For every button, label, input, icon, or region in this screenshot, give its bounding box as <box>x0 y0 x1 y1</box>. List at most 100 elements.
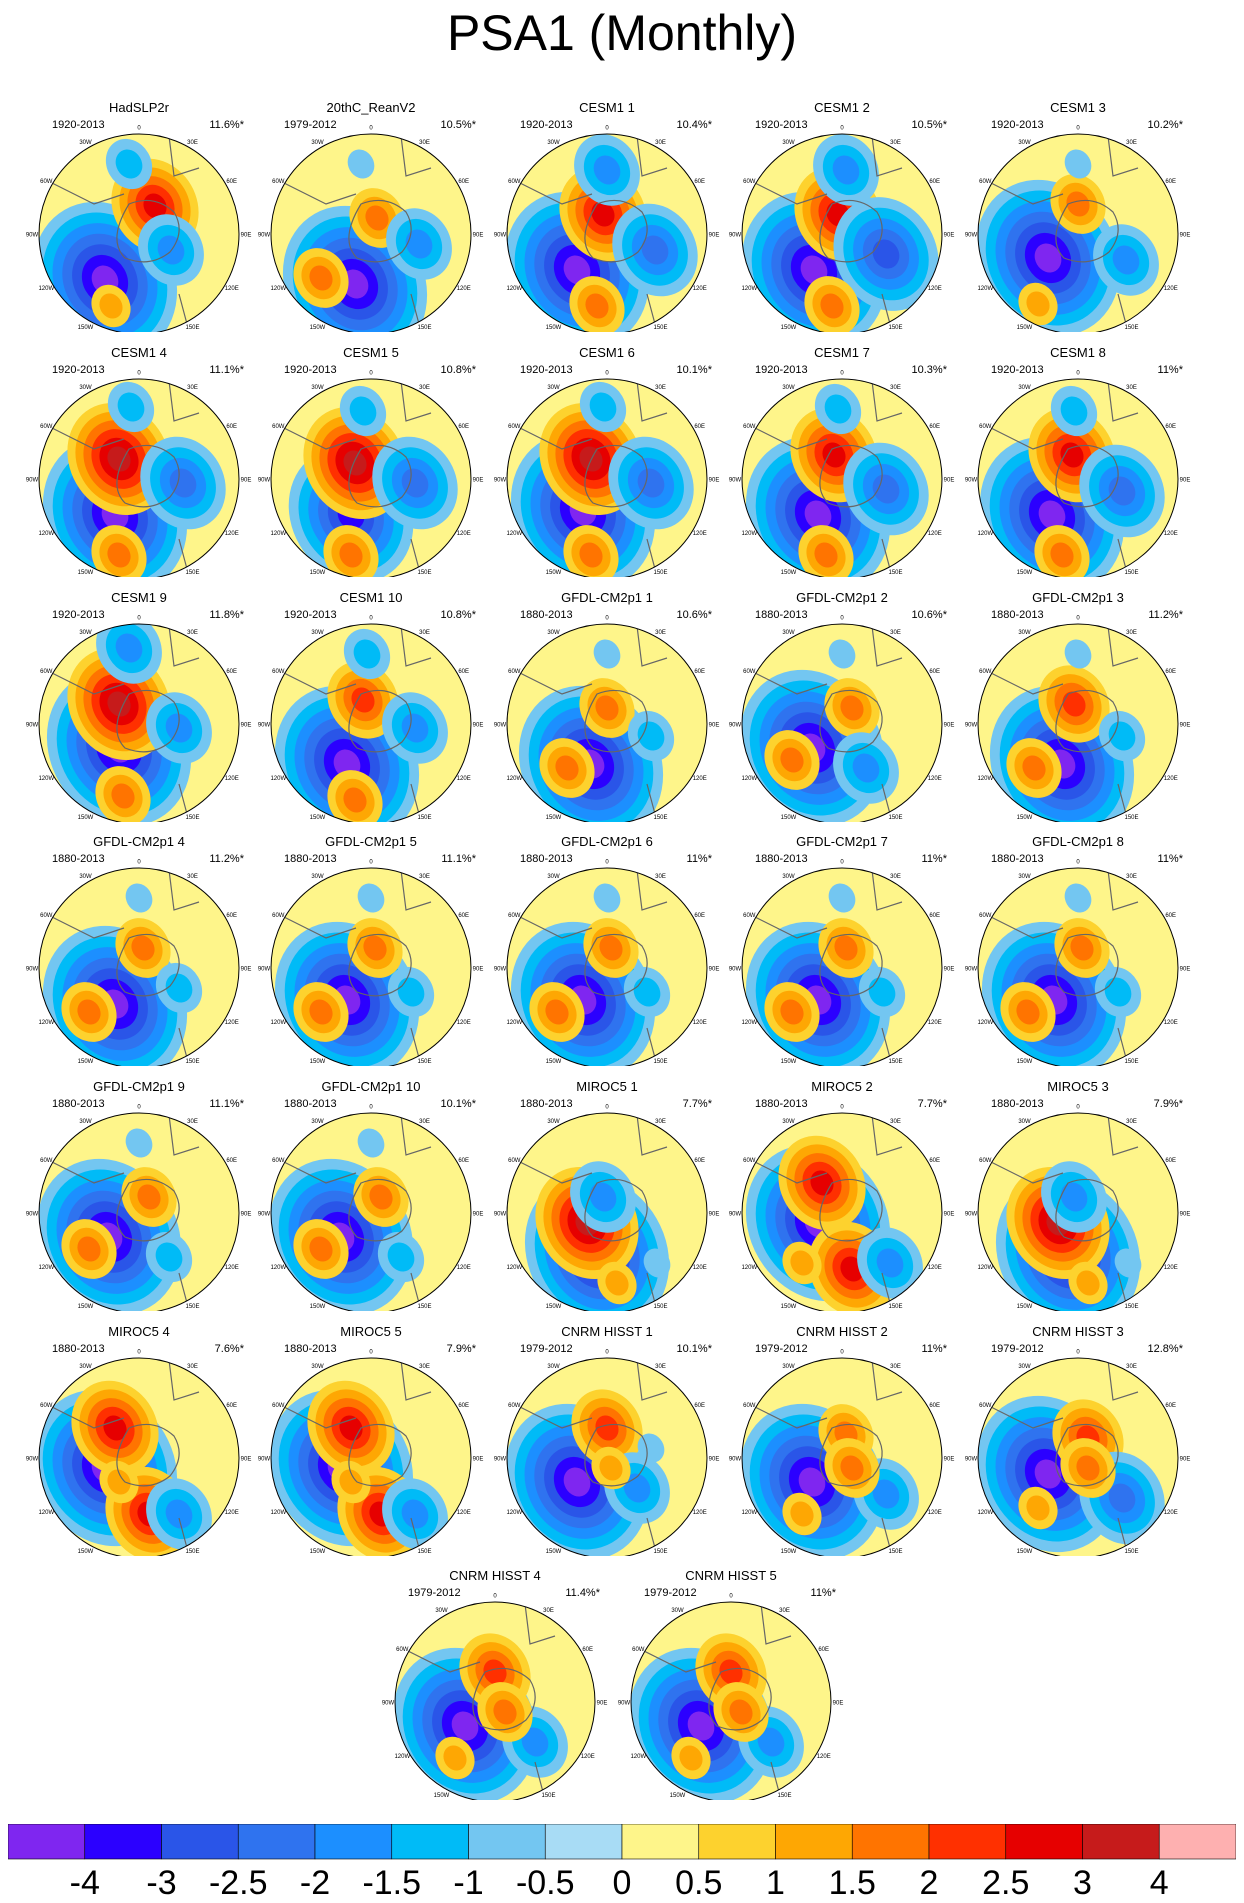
panel-title: CNRM HISST 4 <box>449 1568 541 1583</box>
panel-period: 1880-2013 <box>284 1343 337 1355</box>
longitude-label: 120W <box>977 1265 993 1271</box>
longitude-label: 150E <box>417 325 431 331</box>
longitude-label: 150W <box>1017 815 1033 821</box>
panel-period: 1880-2013 <box>991 1098 1044 1110</box>
panel-title: CNRM HISST 1 <box>561 1324 653 1339</box>
longitude-label: 60E <box>1165 1403 1176 1409</box>
longitude-label: 90E <box>241 1457 252 1463</box>
longitude-label: 150W <box>310 570 326 576</box>
longitude-label: 30E <box>187 385 198 391</box>
longitude-label: 30E <box>187 630 198 636</box>
longitude-label: 30W <box>1018 874 1031 880</box>
longitude-label: 150E <box>1124 1304 1138 1310</box>
longitude-label: 90W <box>729 967 742 973</box>
longitude-label: 90W <box>965 1212 978 1218</box>
longitude-label: 150W <box>78 815 94 821</box>
longitude-label: 150E <box>185 1059 199 1065</box>
longitude-label: 120W <box>741 1265 757 1271</box>
longitude-label: 60E <box>226 1158 237 1164</box>
panel-period: 1880-2013 <box>991 853 1044 865</box>
panel-variance: 11.2%* <box>1148 609 1183 621</box>
panel-period: 1979-2012 <box>644 1587 697 1599</box>
longitude-label: 60E <box>226 424 237 430</box>
longitude-label: 90W <box>494 723 507 729</box>
map-panel: MIROC5 3 1880-2013 7.9%* 0 30E 60E 90E 120E 150E… <box>965 1079 1191 1311</box>
longitude-label: 90W <box>382 1701 395 1707</box>
longitude-label: 60E <box>458 1158 469 1164</box>
longitude-label: 150W <box>546 570 562 576</box>
colorbar-swatch <box>1082 1824 1160 1860</box>
longitude-label: 120E <box>225 286 239 292</box>
panel-title: GFDL-CM2p1 3 <box>1032 590 1124 605</box>
panel-title: CESM1 3 <box>1050 100 1106 115</box>
longitude-label: 30W <box>547 874 560 880</box>
longitude-label: 30E <box>890 874 901 880</box>
longitude-label: 120E <box>457 1265 471 1271</box>
longitude-label: 60W <box>40 669 53 675</box>
colorbar-swatch <box>621 1824 700 1860</box>
longitude-label: 0 <box>729 1594 733 1600</box>
longitude-label: 0 <box>605 616 609 622</box>
longitude-label: 30W <box>782 630 795 636</box>
panel-title: GFDL-CM2p1 8 <box>1032 834 1124 849</box>
panel-title: GFDL-CM2p1 2 <box>796 590 888 605</box>
longitude-label: 30E <box>655 630 666 636</box>
longitude-label: 120E <box>928 286 942 292</box>
longitude-label: 30E <box>655 140 666 146</box>
polar-map: 030E60E90E120E150E180150W120W90W60W30W <box>494 1350 719 1556</box>
longitude-label: 90E <box>1180 1457 1191 1463</box>
panel-title: CESM1 8 <box>1050 345 1106 360</box>
map-panel: CESM1 7 1920-2013 10.3%* 0 30E 60E 90E 120E 150E… <box>729 345 955 577</box>
longitude-label: 60W <box>743 424 756 430</box>
longitude-label: 60W <box>40 913 53 919</box>
longitude-label: 90E <box>944 1457 955 1463</box>
panel-variance: 7.9%* <box>446 1343 476 1355</box>
longitude-label: 120W <box>38 1020 54 1026</box>
longitude-label: 0 <box>1076 1105 1080 1111</box>
longitude-label: 60E <box>226 669 237 675</box>
longitude-label: 120E <box>693 1020 707 1026</box>
longitude-label: 60E <box>1165 1158 1176 1164</box>
panel-period: 1920-2013 <box>991 364 1044 376</box>
longitude-label: 60W <box>743 1158 756 1164</box>
map-panel: CNRM HISST 4 1979-2012 11.4%* 0 30E 60E 90E 120… <box>382 1568 608 1800</box>
longitude-label: 60E <box>694 913 705 919</box>
longitude-label: 90W <box>258 233 271 239</box>
panel-period: 1920-2013 <box>520 119 573 131</box>
longitude-label: 150E <box>417 1549 431 1555</box>
longitude-label: 90E <box>709 478 720 484</box>
panel-variance: 10.1%* <box>676 1343 712 1355</box>
longitude-label: 0 <box>605 860 609 866</box>
map-panel: CESM1 6 1920-2013 10.1%* 0 30E 60E 90E 120E 150E… <box>494 345 720 577</box>
longitude-label: 120E <box>1164 1020 1178 1026</box>
colorbar-swatch <box>161 1824 239 1860</box>
longitude-label: 0 <box>369 126 373 132</box>
longitude-label: 120E <box>457 1510 471 1516</box>
longitude-label: 30W <box>79 1364 92 1370</box>
colorbar-label: -2 <box>299 1864 331 1902</box>
colorbar-swatch <box>1158 1824 1236 1860</box>
longitude-label: 120E <box>225 1510 239 1516</box>
longitude-label: 150W <box>546 815 562 821</box>
longitude-label: 90W <box>729 723 742 729</box>
panel-period: 1880-2013 <box>755 609 808 621</box>
longitude-label: 150W <box>670 1793 686 1799</box>
longitude-label: 90E <box>473 478 484 484</box>
polar-map: 030E60E90E120E150E180150W120W90W60W30W <box>965 1105 1190 1311</box>
panel-period: 1920-2013 <box>755 364 808 376</box>
longitude-label: 90E <box>241 233 252 239</box>
longitude-label: 120E <box>225 1265 239 1271</box>
longitude-label: 30E <box>890 630 901 636</box>
longitude-label: 60E <box>458 913 469 919</box>
longitude-label: 120W <box>394 1754 410 1760</box>
longitude-label: 90E <box>473 723 484 729</box>
map-panel: GFDL-CM2p1 6 1880-2013 11%* 0 30E 60E 90E 120E 1… <box>494 834 720 1066</box>
longitude-label: 120W <box>38 1510 54 1516</box>
longitude-label: 60W <box>979 913 992 919</box>
longitude-label: 30E <box>1126 140 1137 146</box>
longitude-label: 30E <box>419 874 430 880</box>
longitude-label: 60W <box>396 1647 409 1653</box>
longitude-label: 0 <box>1076 616 1080 622</box>
longitude-label: 0 <box>605 371 609 377</box>
longitude-label: 150E <box>653 1059 667 1065</box>
